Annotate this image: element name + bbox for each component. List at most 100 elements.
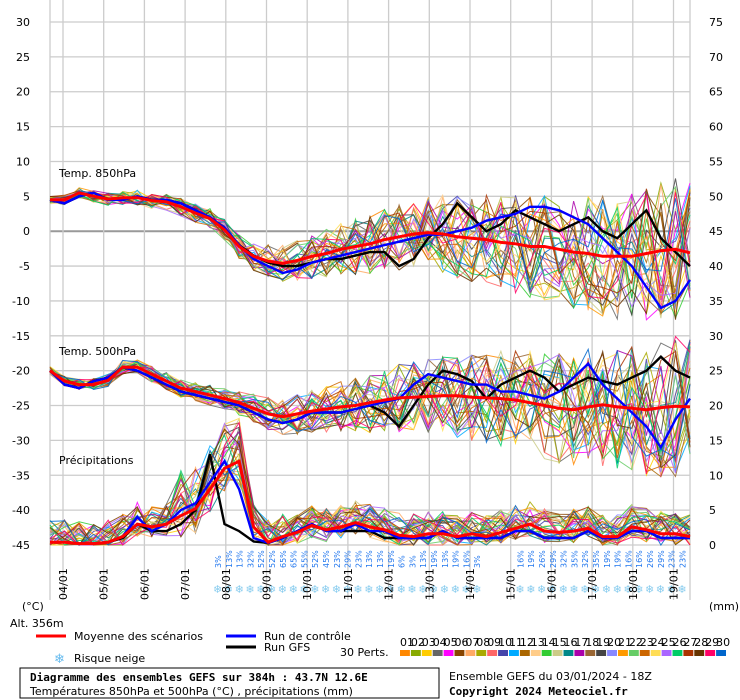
- perturbation-precip-line: [49, 435, 691, 546]
- perturbation-swatch: [421, 650, 432, 656]
- snowflake-icon: ❄: [256, 583, 265, 596]
- perturbation-swatch: [530, 650, 541, 656]
- perturbation-swatch: [639, 650, 650, 656]
- perturbation-swatch: [476, 650, 487, 656]
- perturbation-swatch: [563, 650, 574, 656]
- legend-control-label: Run de contrôle: [264, 630, 351, 643]
- snow-risk-value: 19%: [614, 550, 623, 568]
- snowflake-icon: ❄: [213, 583, 222, 596]
- perturbation-precip-line: [49, 460, 691, 546]
- perturbation-label: 04: [433, 636, 447, 649]
- snowflake-icon: ❄: [353, 583, 362, 596]
- perturbation-line: [49, 189, 691, 310]
- snow-risk-value: 3%: [473, 555, 482, 568]
- snowflake-icon: ❄: [472, 583, 481, 596]
- perturbation-line: [49, 343, 691, 467]
- x-tick-date: 04/01: [57, 568, 70, 600]
- snowflake-icon: ❄: [602, 583, 611, 596]
- y-tick-right: 55: [709, 155, 723, 168]
- series-line-precip: [50, 458, 690, 545]
- x-tick-date: 19/01: [668, 568, 681, 600]
- perturbation-swatch: [618, 650, 628, 656]
- snowflake-icon: ❄: [54, 652, 65, 667]
- snowflake-icon: ❄: [375, 583, 384, 596]
- chart-grid: [49, 0, 691, 600]
- snow-risk-value: 26%: [538, 550, 547, 568]
- snowflake-icon: ❄: [656, 583, 665, 596]
- snowflake-icon: ❄: [440, 583, 449, 596]
- snow-risk-value: 19%: [603, 550, 612, 568]
- y-tick-left: 25: [16, 51, 30, 64]
- perturbation-swatch: [694, 650, 705, 656]
- perturbation-swatch: [650, 650, 661, 656]
- perturbation-precip-line: [50, 417, 691, 546]
- snowflake-icon: ❄: [289, 583, 298, 596]
- legend-mean-label: Moyenne des scénarios: [74, 630, 203, 643]
- perturbation-line: [49, 191, 691, 308]
- snow-risk-value: 6%: [398, 555, 407, 568]
- snowflake-icon: ❄: [299, 583, 308, 596]
- x-tick-date: 16/01: [545, 568, 558, 600]
- left-unit: (°C): [22, 600, 44, 613]
- perturbation-swatch: [465, 650, 476, 656]
- perturbation-label: 02: [411, 636, 425, 649]
- y-axis-left-ticks: 30 25 20 15 10 5 0 -5 -10 -15 -20 -25 -30 -35 -40 -45: [12, 16, 30, 552]
- perturbation-line: [49, 191, 691, 319]
- series-line-t500: [49, 361, 691, 450]
- y-tick-left: 5: [23, 190, 30, 203]
- snow-risk-value: 52%: [311, 550, 320, 568]
- y-tick-right: 30: [709, 330, 723, 343]
- perturbation-line: [49, 345, 691, 459]
- x-tick-date: 15/01: [505, 568, 518, 600]
- x-tick-date: 17/01: [586, 568, 599, 600]
- perturbation-label: 11: [509, 636, 523, 649]
- perturbation-swatch: [443, 650, 454, 656]
- perturbation-swatch: [410, 650, 421, 656]
- snow-risk-value: 45%: [322, 550, 331, 568]
- snow-risk-value: 3%: [408, 555, 417, 568]
- snowflake-icon: ❄: [321, 583, 330, 596]
- x-tick-date: 07/01: [179, 568, 192, 600]
- y-tick-right: 60: [709, 121, 723, 134]
- perturbation-swatch: [607, 650, 617, 656]
- y-tick-right: 45: [709, 225, 723, 238]
- x-tick-date: 11/01: [342, 568, 355, 600]
- altitude-label: Alt. 356m: [10, 617, 64, 630]
- snowflake-icon: ❄: [613, 583, 622, 596]
- perturbation-label: 13: [531, 636, 545, 649]
- snow-risk-value: 32%: [560, 550, 569, 568]
- y-tick-right: 40: [709, 260, 723, 273]
- snow-risk-value: 13%: [236, 550, 245, 568]
- y-tick-right: 15: [709, 434, 723, 447]
- perturbation-label: 08: [476, 636, 490, 649]
- y-tick-right: 5: [709, 504, 716, 517]
- snow-risk-value: 19%: [452, 550, 461, 568]
- perturbation-label: 21: [618, 636, 632, 649]
- perturbation-swatch: [661, 650, 672, 656]
- snow-risk-value: 23%: [333, 550, 342, 568]
- snow-risk-value: 19%: [387, 550, 396, 568]
- snowflake-icon: ❄: [267, 583, 276, 596]
- snow-risk-value: 3%: [214, 555, 223, 568]
- perturbation-label: 18: [585, 636, 599, 649]
- y-tick-right: 65: [709, 86, 723, 99]
- snowflake-icon: ❄: [623, 583, 632, 596]
- snowflake-icon: ❄: [407, 583, 416, 596]
- y-tick-right: 25: [709, 365, 723, 378]
- perturbation-label: 26: [673, 636, 687, 649]
- label-temp-500: Temp. 500hPa: [58, 345, 136, 358]
- perturbation-label: 19: [596, 636, 610, 649]
- y-tick-left: 30: [16, 16, 30, 29]
- snow-risk-value: 35%: [592, 550, 601, 568]
- y-tick-right: 70: [709, 51, 723, 64]
- snowflake-icon: ❄: [310, 583, 319, 596]
- y-tick-left: 10: [16, 155, 30, 168]
- perturbation-swatch: [487, 650, 498, 656]
- perturbation-label: 25: [662, 636, 676, 649]
- y-tick-right: 10: [709, 469, 723, 482]
- title-box: [19, 667, 440, 699]
- main-series-lines: [49, 191, 691, 546]
- x-tick-date: 12/01: [383, 568, 396, 600]
- snowflake-icon: ❄: [591, 583, 600, 596]
- chart-subtitle: Températures 850hPa et 500hPa (°C) , pré…: [29, 685, 353, 698]
